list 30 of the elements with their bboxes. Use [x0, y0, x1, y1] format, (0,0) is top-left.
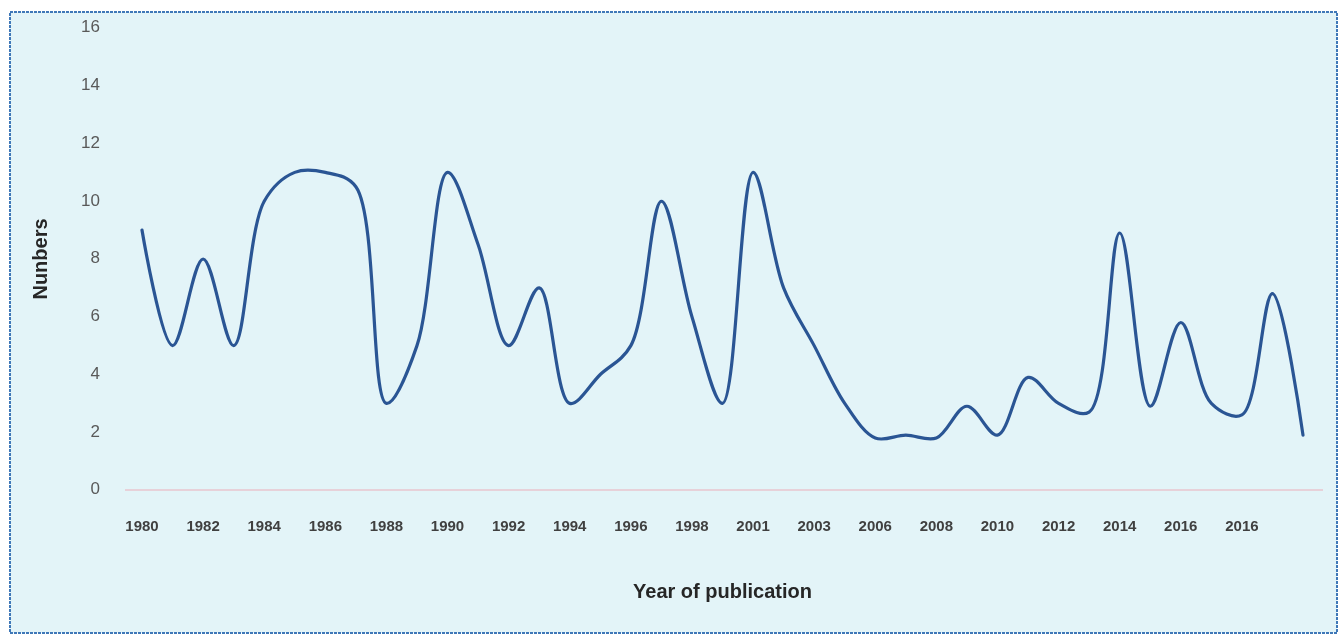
- x-tick-label: 1984: [247, 516, 282, 534]
- x-tick-label: 2006: [858, 516, 892, 534]
- x-tick-label: 2001: [736, 516, 770, 534]
- x-tick-label: 2010: [980, 516, 1015, 534]
- x-tick-label: 2012: [1041, 516, 1076, 534]
- x-tick-label: 1996: [614, 516, 648, 534]
- x-tick-label: 2003: [797, 516, 831, 534]
- x-tick-label: 1990: [430, 516, 465, 534]
- x-tick-label: 1982: [186, 516, 220, 534]
- x-tick-label: 2014: [1103, 516, 1138, 534]
- y-tick-label: 10: [81, 190, 100, 210]
- x-tick-label: 1998: [675, 516, 709, 534]
- x-axis-title: Year of publication: [633, 580, 812, 602]
- x-tick-label: 1988: [369, 516, 404, 534]
- x-tick-label: 1994: [553, 516, 588, 534]
- y-axis-title: Nunbers: [29, 218, 51, 300]
- x-tick-label: 2016: [1225, 516, 1259, 534]
- y-tick-label: 14: [81, 75, 100, 95]
- x-tick-label: 2008: [919, 516, 954, 534]
- y-tick-label: 8: [90, 248, 100, 268]
- y-tick-label: 12: [81, 132, 100, 152]
- y-tick-label: 16: [81, 17, 100, 37]
- y-tick-label: 4: [90, 363, 100, 383]
- y-tick-label: 2: [90, 421, 100, 441]
- x-tick-label: 1980: [125, 516, 159, 534]
- y-tick-label: 0: [90, 479, 100, 499]
- x-tick-label: 1992: [491, 516, 526, 534]
- x-tick-label: 1986: [308, 516, 342, 534]
- x-tick-label: 2016: [1164, 516, 1198, 534]
- y-tick-label: 6: [90, 306, 100, 326]
